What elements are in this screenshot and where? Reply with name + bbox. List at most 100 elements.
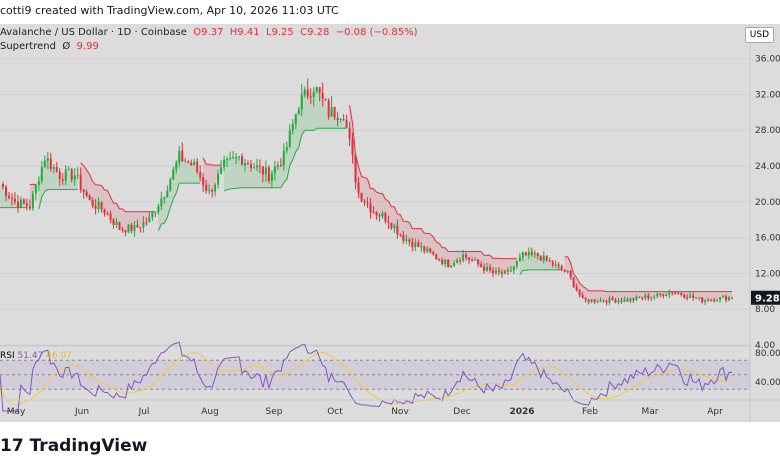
supertrend-fill xyxy=(256,165,260,188)
candle-body xyxy=(596,301,599,303)
supertrend-fill xyxy=(534,253,538,270)
candle-body xyxy=(378,215,381,217)
supertrend-fill xyxy=(209,164,213,192)
candle-body xyxy=(46,158,49,161)
candle-body xyxy=(686,297,689,299)
price-tick-label: 4.00 xyxy=(755,341,775,351)
supertrend-line xyxy=(367,178,371,189)
candle-body xyxy=(704,300,707,303)
supertrend-line xyxy=(519,270,524,275)
price-tick-label: 36.00 xyxy=(755,55,780,65)
supertrend-fill xyxy=(633,291,637,301)
candle-body xyxy=(548,260,551,262)
supertrend-fill xyxy=(591,290,595,302)
currency-button[interactable]: USD xyxy=(744,27,774,43)
supertrend-line xyxy=(172,192,177,200)
candle-body xyxy=(581,295,584,298)
supertrend-line xyxy=(427,232,431,235)
candle-body xyxy=(405,239,408,241)
candle-body xyxy=(306,89,309,97)
candle-body xyxy=(163,197,166,199)
candle-body xyxy=(471,260,474,262)
candle-body xyxy=(34,184,37,194)
candle-body xyxy=(375,212,378,216)
time-tick-label: Nov xyxy=(391,407,409,417)
candle-body xyxy=(650,297,653,299)
candle-body xyxy=(608,298,611,303)
supertrend-line xyxy=(432,236,437,243)
supertrend-fill xyxy=(379,193,383,217)
supertrend-fill xyxy=(457,251,461,261)
candle-body xyxy=(357,182,360,193)
supertrend-fill xyxy=(47,158,51,190)
supertrend-fill xyxy=(388,200,392,229)
candle-body xyxy=(61,178,64,181)
candle-body xyxy=(584,297,587,300)
supertrend-line xyxy=(41,191,46,198)
supertrend-fill xyxy=(642,291,646,299)
supertrend-fill xyxy=(23,203,27,208)
supertrend-fill xyxy=(498,258,502,274)
chart-panel[interactable] xyxy=(0,24,780,422)
supertrend-fill xyxy=(630,291,634,301)
supertrend-fill xyxy=(720,291,724,298)
supertrend-line xyxy=(408,222,413,229)
candle-body xyxy=(497,270,500,273)
supertrend-fill xyxy=(472,251,476,261)
candle-body xyxy=(641,297,644,299)
supertrend-fill xyxy=(244,162,248,188)
supertrend-line xyxy=(376,191,380,194)
supertrend-fill xyxy=(651,291,655,298)
supertrend-fill xyxy=(615,291,619,303)
supertrend-fill xyxy=(259,166,263,188)
supertrend-fill xyxy=(8,197,12,208)
candle-body xyxy=(276,164,279,167)
candle-body xyxy=(566,270,569,273)
candle-body xyxy=(524,252,527,256)
supertrend-fill xyxy=(427,233,431,252)
candle-body xyxy=(533,253,536,255)
supertrend-line xyxy=(582,285,586,289)
candle-body xyxy=(629,298,632,302)
supertrend-fill xyxy=(639,291,643,299)
supertrend-fill xyxy=(227,157,231,190)
candle-body xyxy=(315,87,318,92)
candle-body xyxy=(731,297,733,299)
supertrend-fill xyxy=(242,162,245,188)
supertrend-fill xyxy=(122,208,126,233)
candle-body xyxy=(411,241,414,248)
supertrend-fill xyxy=(253,165,257,188)
candle-body xyxy=(241,156,244,166)
candle-body xyxy=(671,292,674,294)
supertrend-fill xyxy=(334,117,338,129)
supertrend-fill xyxy=(250,167,254,188)
supertrend-line xyxy=(480,251,485,256)
supertrend-line xyxy=(420,228,425,234)
rsi-label[interactable]: RSI xyxy=(0,351,15,361)
candle-body xyxy=(142,222,145,228)
candle-body xyxy=(441,260,444,265)
supertrend-fill xyxy=(729,291,732,298)
candle-body xyxy=(264,167,267,175)
candle-body xyxy=(55,166,58,172)
candle-body xyxy=(67,169,70,171)
candle-body xyxy=(605,301,608,303)
supertrend-fill xyxy=(552,264,556,270)
supertrend-fill xyxy=(717,291,721,301)
supertrend-line xyxy=(226,188,231,191)
candle-body xyxy=(226,158,229,160)
hidden-eye-icon[interactable]: Ø xyxy=(62,41,71,52)
candle-body xyxy=(360,192,363,202)
candle-body xyxy=(196,161,199,173)
supertrend-fill xyxy=(56,171,60,190)
supertrend-label[interactable]: Supertrend xyxy=(0,41,56,52)
rsi-legend: RSI 51.47 46.07 xyxy=(0,351,72,361)
supertrend-line xyxy=(89,174,94,182)
candle-body xyxy=(318,87,321,93)
supertrend-line xyxy=(80,162,85,166)
supertrend-line xyxy=(209,163,213,166)
candle-body xyxy=(13,198,16,202)
candle-body xyxy=(695,297,698,299)
candle-body xyxy=(97,201,100,209)
